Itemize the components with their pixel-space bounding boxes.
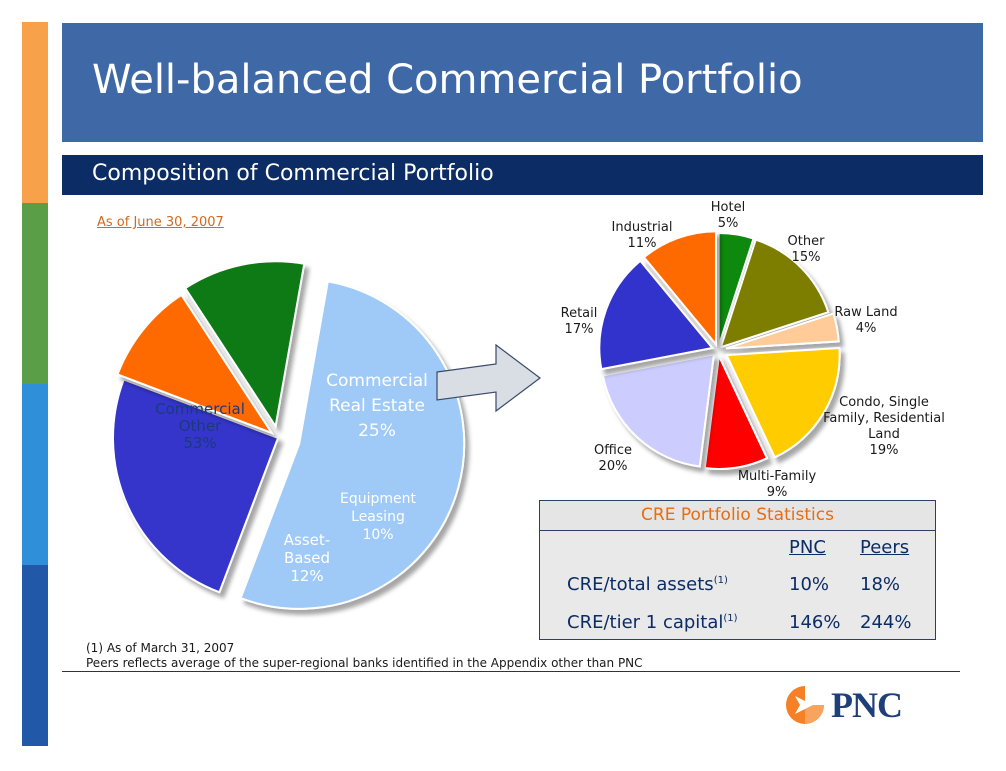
- pie2-slice-4: [703, 352, 769, 470]
- commercial-portfolio-pie: Commercial Other 53%Commercial Real Estate 2…: [112, 260, 466, 610]
- pie2-label-line: 5%: [718, 216, 739, 231]
- page-title: Well-balanced Commercial Portfolio: [92, 57, 803, 103]
- pie2-label-line: Land: [868, 427, 900, 442]
- pie1-label-1: Commercial Real Estate 25%: [326, 371, 428, 441]
- footnote-1: (1) As of March 31, 2007: [86, 641, 235, 655]
- pie2-label-line: 11%: [628, 236, 657, 251]
- pie2-label-line: Condo, Single: [839, 395, 929, 410]
- pie2-label-line: Raw Land: [834, 305, 897, 320]
- title-band: Well-balanced Commercial Portfolio: [62, 23, 983, 142]
- pie2-label-1: Other 15%: [788, 234, 826, 265]
- pie1-label-line: 10%: [362, 527, 393, 543]
- pie2-label-3: Condo, Single Family, Residential Land 19%: [823, 395, 945, 458]
- side-bar-green: [22, 203, 48, 384]
- pie2-slice-6: [598, 259, 715, 371]
- pie1-label-line: Equipment: [340, 491, 417, 507]
- footnote-2: Peers reflects average of the super-regi…: [86, 656, 643, 670]
- row-footnote-mark: (1): [723, 613, 738, 624]
- pie2-label-0: Hotel 5%: [711, 200, 745, 231]
- pie1-label-line: 53%: [183, 434, 216, 452]
- pie2-label-2: Raw Land 4%: [834, 305, 897, 336]
- pie2-label-line: 19%: [870, 443, 899, 458]
- pie1-label-line: Asset-: [284, 531, 330, 549]
- col-header-pnc: PNC: [789, 537, 826, 558]
- pie2-slice-0: [717, 232, 755, 347]
- pie2-slice-5: [601, 353, 716, 468]
- pie2-label-line: Office: [594, 443, 632, 458]
- pie1-label-line: 25%: [358, 421, 396, 441]
- pie1-label-2: Equipment Leasing 10%: [340, 491, 417, 543]
- pie2-label-line: 17%: [565, 322, 594, 337]
- pie2-label-line: 15%: [792, 250, 821, 265]
- pie2-slice-2: [725, 312, 840, 350]
- as-of-date: As of June 30, 2007: [97, 215, 224, 230]
- pie2-label-4: Multi-Family 9%: [738, 469, 817, 500]
- side-bar-orange: [22, 22, 48, 203]
- pie1-label-line: Based: [284, 549, 330, 567]
- pie1-label-line: 12%: [290, 567, 323, 585]
- subtitle-band: Composition of Commercial Portfolio: [62, 155, 983, 195]
- pie1-slice-2: [116, 293, 275, 436]
- pnc-logo-text: PNC: [831, 685, 903, 725]
- pie2-label-line: 9%: [767, 485, 788, 500]
- cre-stats-body: PNC Peers CRE/total assets(1) 10% 18% CR…: [540, 531, 935, 639]
- pie1-label-line: Commercial: [326, 371, 428, 391]
- row-label-text: CRE/tier 1 capital: [567, 612, 724, 633]
- page-subtitle: Composition of Commercial Portfolio: [92, 161, 494, 186]
- pie2-slice-7: [642, 230, 717, 348]
- pie2-label-line: Retail: [561, 306, 598, 321]
- side-color-bar: [22, 22, 48, 746]
- pie2-label-5: Office 20%: [594, 443, 632, 474]
- pie2-label-line: Multi-Family: [738, 469, 817, 484]
- col-header-peers: Peers: [860, 537, 910, 558]
- pie2-slice-3: [725, 346, 841, 459]
- pie2-label-line: Other: [788, 234, 826, 249]
- value-tier1-pnc: 146%: [789, 612, 841, 633]
- pie1-label-line: Commercial: [155, 400, 245, 418]
- pie2-label-line: Hotel: [711, 200, 745, 215]
- pie1-label-line: Leasing: [351, 509, 405, 525]
- pie2-label-line: Family, Residential: [823, 411, 945, 426]
- pnc-logo-icon: [786, 686, 824, 724]
- pie2-label-7: Industrial 11%: [612, 220, 673, 251]
- pie1-label-line: Other: [179, 417, 222, 435]
- commercial-real-estate-pie: Hotel 5% Other 15% Raw Land 4% Condo, Single Fa…: [561, 200, 945, 500]
- pnc-logo: PNC: [783, 684, 933, 726]
- pie1-slice-3: [183, 260, 306, 429]
- pie2-label-line: Industrial: [612, 220, 673, 235]
- side-bar-lightblue: [22, 384, 48, 565]
- row-label-tier1-capital: CRE/tier 1 capital(1): [567, 612, 738, 633]
- pie2-label-line: 4%: [856, 321, 877, 336]
- cre-stats-table: CRE Portfolio Statistics PNC Peers CRE/t…: [539, 500, 936, 640]
- pie1-slice-1: [112, 378, 280, 594]
- value-total-assets-peers: 18%: [860, 574, 901, 595]
- pie1-label-3: Asset-Based 12%: [284, 531, 330, 585]
- value-total-assets-pnc: 10%: [789, 574, 830, 595]
- pie2-slice-1: [719, 238, 830, 349]
- pie1-label-line: Real Estate: [329, 396, 425, 416]
- cre-stats-title: CRE Portfolio Statistics: [540, 501, 935, 531]
- row-label-text: CRE/total assets: [567, 574, 714, 595]
- arrow-connector: [436, 343, 541, 413]
- pie2-label-6: Retail 17%: [561, 306, 598, 337]
- value-tier1-peers: 244%: [860, 612, 912, 633]
- pie1-slice-0: [239, 280, 466, 610]
- side-bar-blue: [22, 565, 48, 746]
- pie2-label-line: 20%: [599, 459, 628, 474]
- pie1-label-0: Commercial Other 53%: [155, 400, 245, 452]
- footer-rule: [62, 671, 960, 672]
- row-footnote-mark: (1): [713, 575, 728, 586]
- row-label-total-assets: CRE/total assets(1): [567, 574, 728, 595]
